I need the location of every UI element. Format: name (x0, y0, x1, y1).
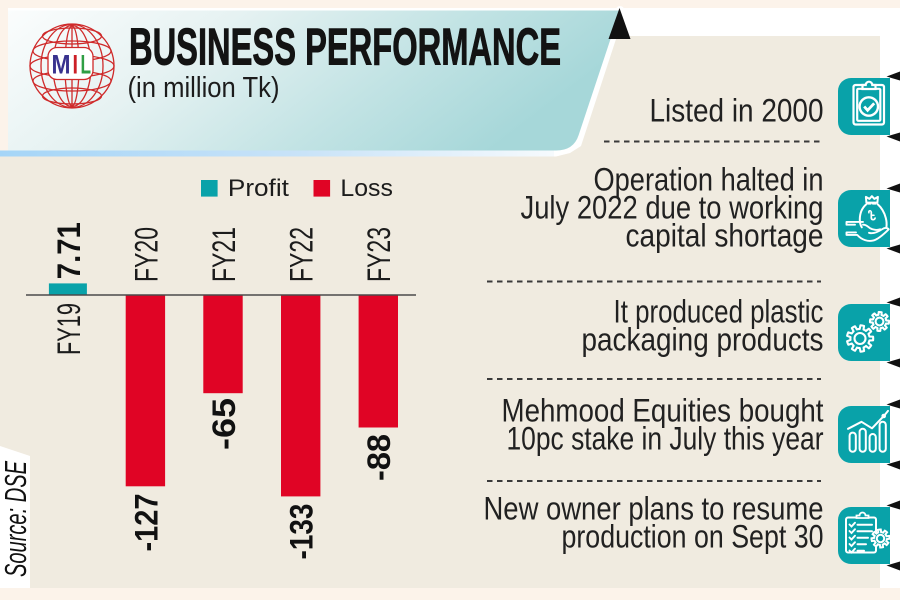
svg-text:(in million Tk): (in million Tk) (128, 72, 280, 104)
svg-text:production on Sept 30: production on Sept 30 (562, 518, 824, 554)
svg-text:-127: -127 (128, 494, 164, 552)
svg-text:-133: -133 (284, 504, 320, 560)
svg-text:FY19: FY19 (51, 303, 87, 355)
svg-text:L: L (81, 50, 92, 80)
svg-text:BUSINESS PERFORMANCE: BUSINESS PERFORMANCE (129, 18, 561, 76)
svg-text:Source: DSE: Source: DSE (0, 461, 33, 577)
svg-text:packaging products: packaging products (582, 321, 824, 357)
svg-text:Listed in 2000: Listed in 2000 (650, 93, 824, 129)
svg-text:FY21: FY21 (206, 227, 242, 282)
svg-text:Loss: Loss (340, 175, 393, 202)
svg-text:-65: -65 (206, 398, 242, 450)
svg-text:M: M (52, 50, 71, 80)
svg-text:FY22: FY22 (284, 227, 320, 282)
svg-text:7.71: 7.71 (51, 222, 87, 279)
svg-text:Profit: Profit (228, 175, 289, 202)
svg-text:FY20: FY20 (128, 227, 164, 282)
svg-text:FY23: FY23 (361, 227, 397, 282)
svg-text:I: I (73, 50, 79, 80)
svg-text:-88: -88 (361, 434, 397, 481)
svg-text:10pc stake in July this year: 10pc stake in July this year (507, 420, 824, 456)
svg-text:capital shortage: capital shortage (626, 217, 824, 253)
